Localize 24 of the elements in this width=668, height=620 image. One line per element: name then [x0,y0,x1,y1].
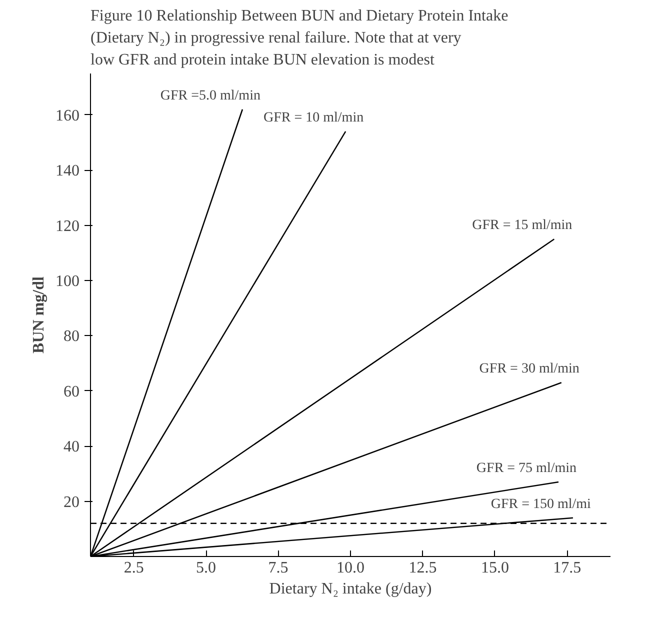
series-label: GFR = 75 ml/min [476,460,576,476]
y-tick-label: 40 [64,438,80,456]
x-tick-label: 15.0 [480,560,509,576]
x-tick-label: 7.5 [268,560,288,576]
y-tick-label: 60 [64,383,80,400]
series-label: GFR = 150 ml/mi [490,496,592,512]
y-tick-label: 80 [64,328,80,346]
y-tick-label: 160 [56,107,80,124]
series-label: GFR =5.0 ml/min [160,88,260,104]
series-label: GFR = 30 ml/min [479,362,580,377]
series-label: GFR = 10 ml/min [264,110,364,126]
series-label: GFR = 15 ml/min [472,218,572,234]
y-tick-label: 20 [64,494,80,511]
x-axis-title: Dietary N₂ intake (g/day) [269,580,432,598]
y-axis-title: BUN mg/dl [30,276,48,354]
y-tick-label: 140 [56,162,80,180]
x-tick-label: 12.5 [408,560,437,576]
y-tick-label: 100 [56,273,80,290]
chart-title: Figure 10 Relationship Between BUN and Dietary Protein Intake (Dietary N₂) in progressive renal failure. Note that at very low GFR and protein intake BUN elevation is modest [90,7,508,68]
x-tick-label: 10.0 [336,560,364,576]
y-tick-label: 120 [56,218,80,235]
x-tick-label: 5.0 [196,560,216,576]
x-tick-label: 2.5 [124,560,144,576]
x-tick-label: 17.5 [553,560,582,576]
